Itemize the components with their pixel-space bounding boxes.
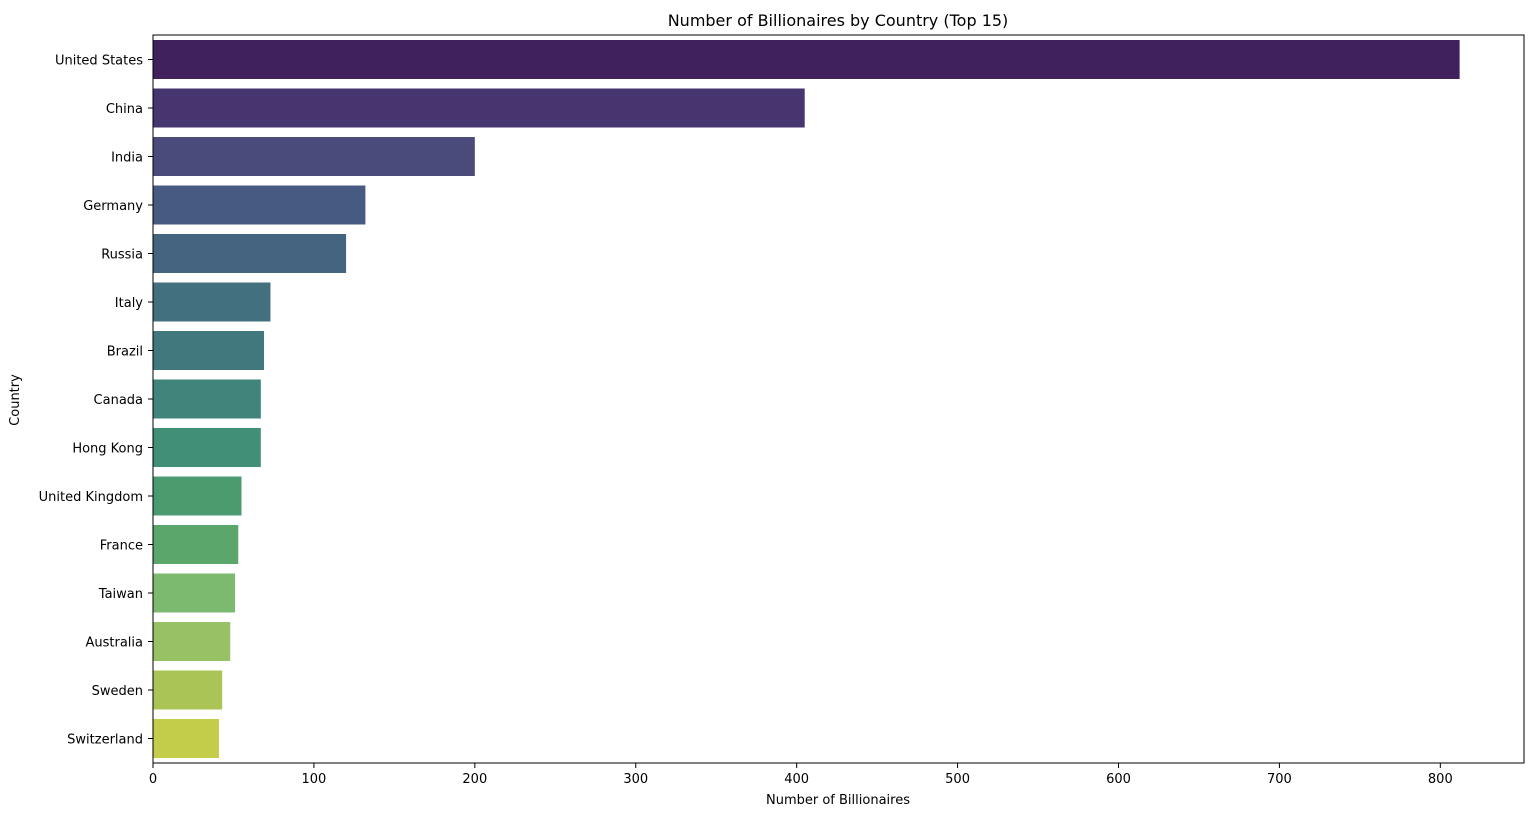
- x-tick-label: 300: [623, 772, 648, 787]
- x-tick-label: 500: [945, 772, 970, 787]
- y-tick-label: Sweden: [92, 684, 143, 699]
- bar-russia: [153, 234, 347, 273]
- plot-frame: [152, 34, 1525, 764]
- chart-title: Number of Billionaires by Country (Top 1…: [668, 11, 1009, 30]
- y-tick-label: Russia: [101, 248, 143, 263]
- bar-italy: [153, 282, 271, 322]
- x-tick-label: 200: [462, 772, 487, 787]
- y-tick-label: Australia: [85, 636, 143, 651]
- bar-switzerland: [153, 719, 219, 758]
- y-axis-label: Country: [8, 374, 23, 426]
- y-tick-label: China: [106, 102, 143, 117]
- y-tick-label: India: [111, 151, 143, 166]
- x-tick-label: 0: [149, 772, 157, 787]
- y-tick-label: Brazil: [107, 345, 143, 360]
- y-tick-label: Germany: [83, 199, 143, 214]
- bar-germany: [153, 185, 366, 225]
- bar-india: [153, 137, 475, 176]
- x-tick-label: 700: [1267, 772, 1292, 787]
- bar-france: [153, 525, 239, 564]
- x-tick-label: 800: [1428, 772, 1453, 787]
- x-tick-label: 400: [784, 772, 809, 787]
- x-tick-label: 600: [1106, 772, 1131, 787]
- y-tick-label: United States: [55, 54, 143, 69]
- bar-australia: [153, 622, 231, 661]
- y-tick-label: Italy: [115, 296, 144, 311]
- y-tick-label: France: [100, 539, 143, 554]
- bar-brazil: [153, 331, 265, 370]
- y-tick-label: Taiwan: [98, 587, 143, 602]
- x-axis-label: Number of Billionaires: [766, 793, 910, 808]
- x-axis-ticks: 0 100 200 300 400 500 600 700 800: [149, 763, 1453, 787]
- y-tick-label: United Kingdom: [39, 490, 143, 505]
- y-axis-ticks: United States China India Germany Russia Ital…: [39, 54, 153, 748]
- y-tick-label: Switzerland: [67, 733, 143, 748]
- x-tick-label: 100: [302, 772, 327, 787]
- bar-taiwan: [153, 573, 236, 613]
- bar-china: [153, 88, 805, 128]
- bar-united-kingdom: [153, 476, 242, 516]
- bar-hong-kong: [153, 428, 261, 467]
- bars-layer: [153, 40, 1460, 758]
- bar-canada: [153, 379, 261, 419]
- y-tick-label: Canada: [94, 393, 143, 408]
- y-tick-label: Hong Kong: [72, 442, 143, 457]
- bar-sweden: [153, 670, 223, 710]
- bar-united-states: [153, 40, 1460, 79]
